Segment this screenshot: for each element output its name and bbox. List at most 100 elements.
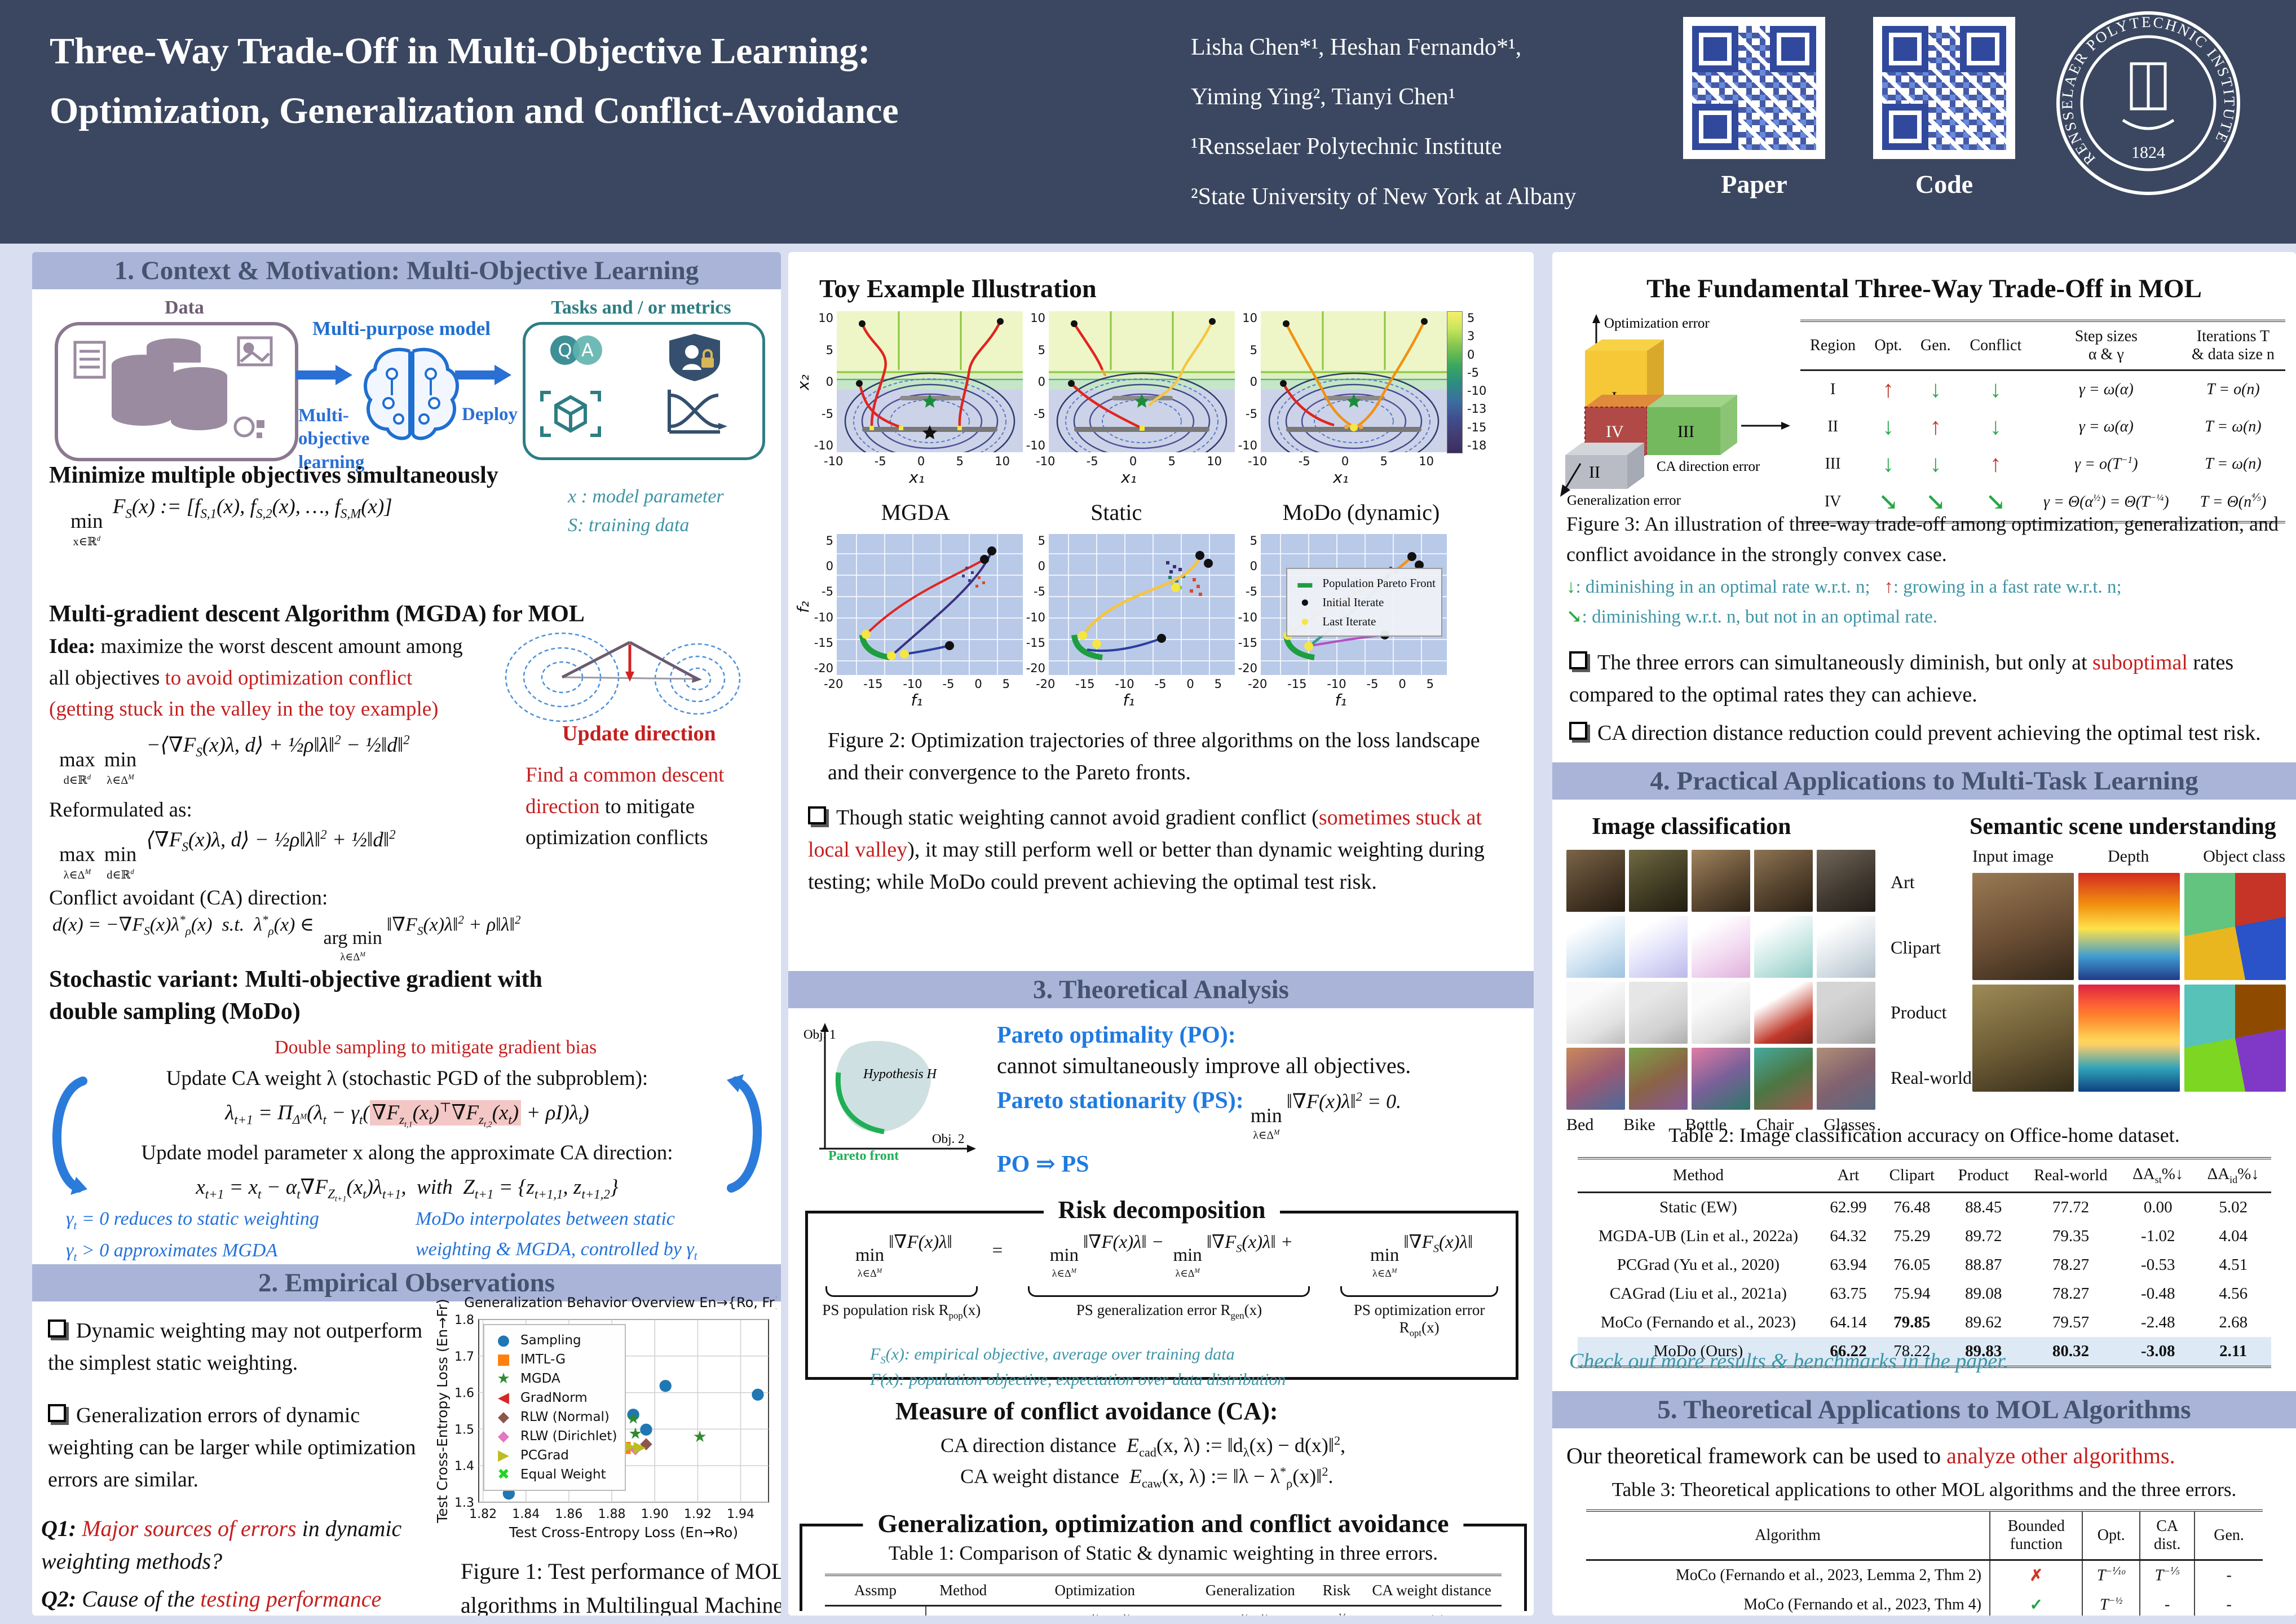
arrow-right-icon xyxy=(296,365,352,385)
table2: Method Art Clipart Product Real-world ΔAst%↓ Δ… xyxy=(1578,1157,2271,1368)
po-text: cannot simultaneously improve all object… xyxy=(997,1053,1411,1078)
po-heading: Pareto optimality (PO): xyxy=(997,1022,1236,1048)
risk-rhs-formula: min λ∈ΔM ‖∇FS(x)λ‖ xyxy=(1370,1232,1473,1279)
scene-depth-map xyxy=(2078,873,2180,980)
fplot-ylabel: f₂ xyxy=(794,601,813,613)
list-item: 5 xyxy=(1214,677,1222,691)
note-s: S: training data xyxy=(568,515,690,536)
sample-image xyxy=(1754,850,1813,912)
svg-text:●: ● xyxy=(659,1375,672,1394)
po-implies-ps: PO ⇒ PS xyxy=(997,1151,1089,1177)
arrow-diag-icon: ↘ xyxy=(1566,606,1582,627)
table-header-row: Algorithm Bounded function Opt. CA dist. Gen. xyxy=(1586,1511,2263,1561)
list-item: 0 xyxy=(1037,375,1045,389)
cad-formula: CA direction distance Ecad(x, λ) := ‖dλ(… xyxy=(941,1433,1346,1460)
contour-xlabel: x₁ xyxy=(1333,468,1349,487)
table-cell: T = o(n) xyxy=(2206,381,2260,398)
update-direction-label: Update direction xyxy=(562,722,716,745)
bullet-text: rates compared to the optimal rates they… xyxy=(1569,651,2234,707)
list-item: 10 xyxy=(1242,311,1257,325)
table-header: Product xyxy=(1946,1158,2021,1193)
list-item: -5 xyxy=(822,407,833,421)
ca-direction-label: Conflict avoidant (CA) direction: xyxy=(49,886,328,910)
list-item: -5 xyxy=(1467,365,1479,379)
list-item: 0 xyxy=(1341,454,1349,468)
list-item: 0 xyxy=(917,454,925,468)
table-header-row: Region Opt. Gen. Conflict Step sizes α & γ Ite… xyxy=(1800,321,2285,371)
list-item: -5 xyxy=(1298,454,1310,468)
contour-plot-modo xyxy=(1261,311,1447,452)
legend-text: : diminishing in an optimal rate w.r.t. … xyxy=(1575,577,1870,597)
list-item: 5 xyxy=(1467,311,1475,325)
contour-plot-modo-block: 10 5 0 -5 -10 -10 -5 0 5 10 x₁ xyxy=(1235,311,1447,487)
observation-2-text: Generalization errors of dynamic weighti… xyxy=(48,1404,416,1491)
list-item: -15 xyxy=(814,636,833,650)
sample-image xyxy=(1566,850,1625,912)
arrow-down-icon: ↓ xyxy=(1882,451,1895,477)
poster-title: Three-Way Trade-Off in Multi-Objective L… xyxy=(50,21,899,140)
arrow-down-icon: ↓ xyxy=(1989,414,2002,440)
underbrace xyxy=(1340,1286,1499,1298)
figure1-caption: Figure 1: Test performance of MOL algori… xyxy=(461,1559,781,1616)
qr-code-label: Code xyxy=(1915,170,1973,198)
legend-initial-iterate: Initial Iterate xyxy=(1322,595,1384,609)
table-cell: 80.32 xyxy=(2020,1336,2121,1367)
tasks-label: Tasks and / or metrics xyxy=(551,297,731,318)
interp-note-2: weighting & MGDA, controlled by γt xyxy=(416,1239,697,1263)
list-item: -15 xyxy=(1026,636,1045,650)
brain-model-icon xyxy=(363,347,460,440)
table-header: Risk xyxy=(1311,1575,1362,1607)
observation-1: Dynamic weighting may not outperform the… xyxy=(48,1315,431,1379)
tasks-icons: Q A xyxy=(540,334,727,437)
obj2-label: Obj. 2 xyxy=(932,1132,965,1146)
svg-text:1.5: 1.5 xyxy=(454,1423,474,1437)
svg-text:1.3: 1.3 xyxy=(454,1496,474,1510)
table-cell: γ = ω(α) xyxy=(2078,418,2134,435)
find-black: to mitigate optimization conflicts xyxy=(526,795,708,850)
table-cell: 0.00 xyxy=(2143,1198,2173,1216)
list-item: 5 xyxy=(1037,534,1045,548)
notation-notes: x : model parameter S: training data xyxy=(568,482,724,540)
idea-label: Idea: xyxy=(49,635,96,658)
table-cell: II xyxy=(1827,418,1838,435)
list-item: -20 xyxy=(1026,661,1045,675)
list-item: 0 xyxy=(1249,375,1257,389)
y-axis-ticks: 10 5 0 -5 -10 xyxy=(1023,311,1049,452)
lambda-update-formula: λt+1 = ΠΔM(λt − γt(∇Fzt,1(xt)⊤∇Fzt,2(xt)… xyxy=(225,1100,589,1129)
list-item: 5 xyxy=(1249,343,1257,357)
table-cell: MoDo (Ours) xyxy=(1578,1336,1819,1367)
sample-image xyxy=(1629,1048,1688,1110)
list-item: -10 xyxy=(814,610,833,624)
table-cell: n−⅙ xyxy=(1311,1606,1362,1616)
svg-text:1.82: 1.82 xyxy=(469,1507,497,1521)
risk-label-optimization: PS optimization error Ropt(x) xyxy=(1353,1301,1485,1339)
arrow-down-icon: ↓ xyxy=(1929,451,1942,477)
table-row: MoCo (Fernando et al., 2023, Lemma 2, Th… xyxy=(1586,1560,2263,1590)
table-cell: 78.27 xyxy=(2052,1255,2090,1274)
qr-finder-icon xyxy=(1692,104,1738,150)
fplot-xlabel: f₁ xyxy=(1335,691,1347,709)
table-cell: Static xyxy=(926,1606,1000,1616)
table-header: Opt. xyxy=(2082,1511,2140,1561)
column-1: 1. Context & Motivation: Multi-Objective… xyxy=(32,252,781,1616)
q2-red: testing performance degradation xyxy=(200,1586,382,1612)
table-row: I ↑ ↓ ↓ γ = ω(α) T = o(n) xyxy=(1800,370,2285,409)
contour-plot-static xyxy=(1049,311,1235,452)
svg-text:▶: ▶ xyxy=(634,1437,646,1456)
list-item: -20 xyxy=(1248,677,1268,691)
contour-xlabel: x₁ xyxy=(909,468,925,487)
scene-understanding-block: Input image Depth Object class xyxy=(1972,847,2286,1092)
table-cell: Static (EW) xyxy=(1659,1198,1737,1216)
image-classification-heading: Image classification xyxy=(1592,814,1791,840)
idea-red-text: to avoid optimization conflict (getting … xyxy=(49,666,439,721)
svg-text:★: ★ xyxy=(628,1424,642,1443)
table-header: Assmp xyxy=(825,1575,926,1607)
list-item: Input image xyxy=(1972,847,2054,866)
table-cell: 4.56 xyxy=(2219,1284,2248,1303)
table-cell: T = Θ(n⅘) xyxy=(2200,492,2267,511)
table-cell: MoCo (Fernando et al., 2023, Lemma 2, Th… xyxy=(1675,1566,1982,1584)
modo-update-box: Update CA weight λ (stochastic PGD of th… xyxy=(86,1063,728,1204)
arrow-right-icon xyxy=(455,365,511,385)
question-1: Q1: Major sources of errors in dynamic w… xyxy=(41,1512,436,1578)
svg-text:●: ● xyxy=(639,1419,653,1438)
